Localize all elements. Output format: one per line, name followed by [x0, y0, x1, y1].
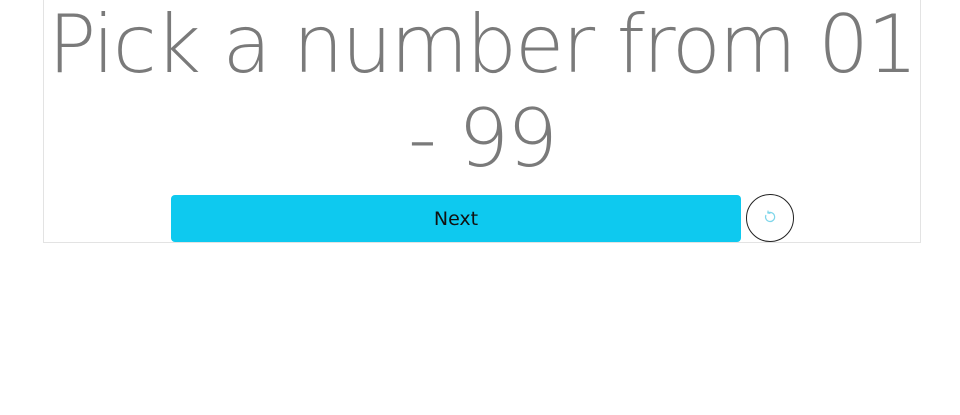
next-button-label: Next	[433, 207, 479, 230]
prompt-text: Pick a number from 01 - 99	[48, 0, 918, 185]
reset-button[interactable]	[746, 194, 794, 242]
game-card: Pick a number from 01 - 99 Next	[43, 0, 921, 243]
reset-icon	[763, 209, 777, 227]
next-button[interactable]: Next	[171, 195, 741, 242]
